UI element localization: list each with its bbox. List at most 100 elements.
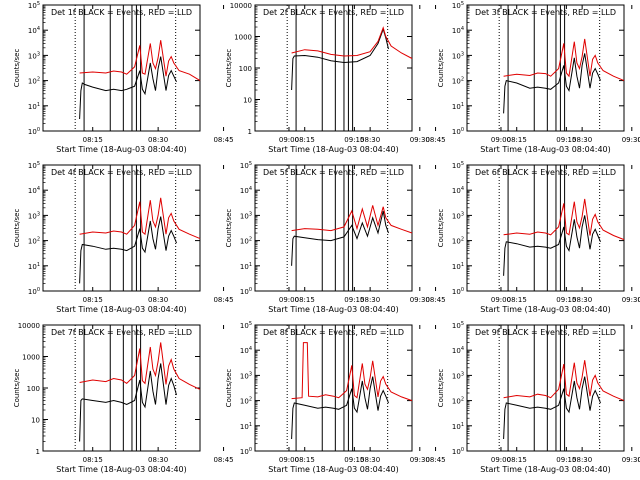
chart-panel-5: Det 5f BLACK = Events, RED = LLD 08:15 08:… xyxy=(225,161,640,314)
y-axis-label: Counts/sec xyxy=(13,209,21,248)
x-tick-label: 08:30 xyxy=(572,296,592,304)
x-tick-label: 09:15 xyxy=(556,456,576,464)
y-tick-label: 101 xyxy=(28,102,40,111)
series-line-lld xyxy=(79,197,201,240)
x-tick-label: 08:30 xyxy=(360,296,380,304)
chart-title: Det 7f BLACK = Events, RED = LLD xyxy=(51,328,192,337)
y-tick-label: 102 xyxy=(28,77,40,86)
x-tick-label: 08:45 xyxy=(637,296,640,304)
x-tick-label: 08:15 xyxy=(83,456,103,464)
chart-title: Det 2f BLACK = Events, RED = LLD xyxy=(263,8,404,17)
y-tick-label: 105 xyxy=(452,321,464,330)
x-tick-label: 09:15 xyxy=(344,296,364,304)
x-axis-label: Start Time (18-Aug-03 08:04:40) xyxy=(56,305,187,314)
y-tick-label: 101 xyxy=(452,422,464,431)
x-tick-label: 08:30 xyxy=(572,136,592,144)
x-tick-label: 08:45 xyxy=(425,136,445,144)
y-tick-label: 104 xyxy=(240,346,252,355)
x-tick-label: 08:30 xyxy=(572,456,592,464)
x-tick-label: 09:30 xyxy=(622,136,640,144)
plot-frame xyxy=(42,164,201,292)
x-axis-label: Start Time (18-Aug-03 08:04:40) xyxy=(480,145,611,154)
plot-frame xyxy=(42,4,201,132)
y-tick-label: 103 xyxy=(452,371,464,380)
y-axis-label: Counts/sec xyxy=(437,209,445,248)
x-tick-label: 08:45 xyxy=(213,136,233,144)
y-tick-label: 104 xyxy=(240,186,252,195)
x-tick-label: 08:15 xyxy=(295,456,315,464)
x-tick-label: 08:30 xyxy=(148,136,168,144)
y-tick-label: 103 xyxy=(452,211,464,220)
y-tick-label: 1 xyxy=(36,448,40,456)
series-line-lld xyxy=(503,198,625,241)
y-tick-label: 100 xyxy=(240,287,252,296)
y-tick-label: 104 xyxy=(452,26,464,35)
series-line-lld xyxy=(291,342,413,402)
y-tick-label: 100 xyxy=(240,447,252,456)
series-line-events xyxy=(503,53,601,114)
y-tick-label: 105 xyxy=(240,321,252,330)
x-axis-label: Start Time (18-Aug-03 08:04:40) xyxy=(56,145,187,154)
y-axis-label: Counts/sec xyxy=(225,49,233,88)
y-tick-label: 10 xyxy=(31,417,40,425)
x-tick-label: 08:15 xyxy=(83,296,103,304)
x-axis-label: Start Time (18-Aug-03 08:04:40) xyxy=(268,145,399,154)
x-tick-label: 08:15 xyxy=(295,296,315,304)
y-tick-label: 103 xyxy=(240,371,252,380)
y-tick-label: 102 xyxy=(240,237,252,246)
x-tick-label: 08:30 xyxy=(360,136,380,144)
y-tick-label: 104 xyxy=(28,186,40,195)
series-line-lld xyxy=(503,38,625,82)
x-tick-label: 09:00 xyxy=(491,296,511,304)
x-tick-label: 09:15 xyxy=(344,136,364,144)
y-tick-label: 100 xyxy=(452,127,464,136)
y-tick-label: 100 xyxy=(28,287,40,296)
y-axis-label: Counts/sec xyxy=(437,49,445,88)
series-line-lld xyxy=(79,40,201,82)
x-tick-label: 08:45 xyxy=(637,456,640,464)
y-tick-label: 101 xyxy=(452,102,464,111)
y-axis-label: Counts/sec xyxy=(225,209,233,248)
chart-title: Det 4f BLACK = Events, RED = LLD xyxy=(51,168,192,177)
x-tick-label: 08:15 xyxy=(507,296,527,304)
y-tick-label: 103 xyxy=(28,211,40,220)
plot-frame xyxy=(254,324,413,452)
x-tick-label: 09:00 xyxy=(491,456,511,464)
x-tick-label: 08:45 xyxy=(637,136,640,144)
plot-frame xyxy=(254,164,413,292)
y-tick-label: 102 xyxy=(452,397,464,406)
series-line-events xyxy=(79,56,177,120)
x-tick-label: 09:00 xyxy=(279,136,299,144)
y-tick-label: 101 xyxy=(28,262,40,271)
series-line-events xyxy=(79,216,177,284)
y-tick-label: 100 xyxy=(28,127,40,136)
x-axis-label: Start Time (18-Aug-03 08:04:40) xyxy=(480,305,611,314)
x-tick-label: 08:45 xyxy=(425,456,445,464)
y-tick-label: 100 xyxy=(452,287,464,296)
y-tick-label: 1000 xyxy=(22,354,40,362)
x-tick-label: 09:00 xyxy=(491,136,511,144)
y-tick-label: 103 xyxy=(28,51,40,60)
chart-title: Det 1f BLACK = Events, RED = LLD xyxy=(51,8,192,17)
x-axis-label: Start Time (18-Aug-03 08:04:40) xyxy=(480,465,611,474)
series-line-events xyxy=(503,376,601,440)
x-tick-label: 08:15 xyxy=(295,136,315,144)
x-tick-label: 08:30 xyxy=(360,456,380,464)
x-tick-label: 09:15 xyxy=(556,136,576,144)
x-tick-label: 08:30 xyxy=(148,456,168,464)
chart-panel-1: Det 1f BLACK = Events, RED = LLD 08:15 08:… xyxy=(13,1,430,154)
x-axis-label: Start Time (18-Aug-03 08:04:40) xyxy=(268,465,399,474)
x-tick-label: 09:00 xyxy=(279,456,299,464)
y-tick-label: 105 xyxy=(452,161,464,170)
y-tick-label: 101 xyxy=(240,262,252,271)
y-tick-label: 105 xyxy=(240,161,252,170)
y-tick-label: 1 xyxy=(248,128,252,136)
series-line-events xyxy=(79,363,177,442)
plot-frame xyxy=(466,4,625,132)
chart-title: Det 5f BLACK = Events, RED = LLD xyxy=(263,168,404,177)
y-axis-label: Counts/sec xyxy=(13,369,21,408)
chart-panel-4: Det 4f BLACK = Events, RED = LLD 08:15 08:… xyxy=(13,161,430,314)
series-line-events xyxy=(291,27,389,91)
x-axis-label: Start Time (18-Aug-03 08:04:40) xyxy=(268,305,399,314)
plot-frame xyxy=(254,4,413,132)
